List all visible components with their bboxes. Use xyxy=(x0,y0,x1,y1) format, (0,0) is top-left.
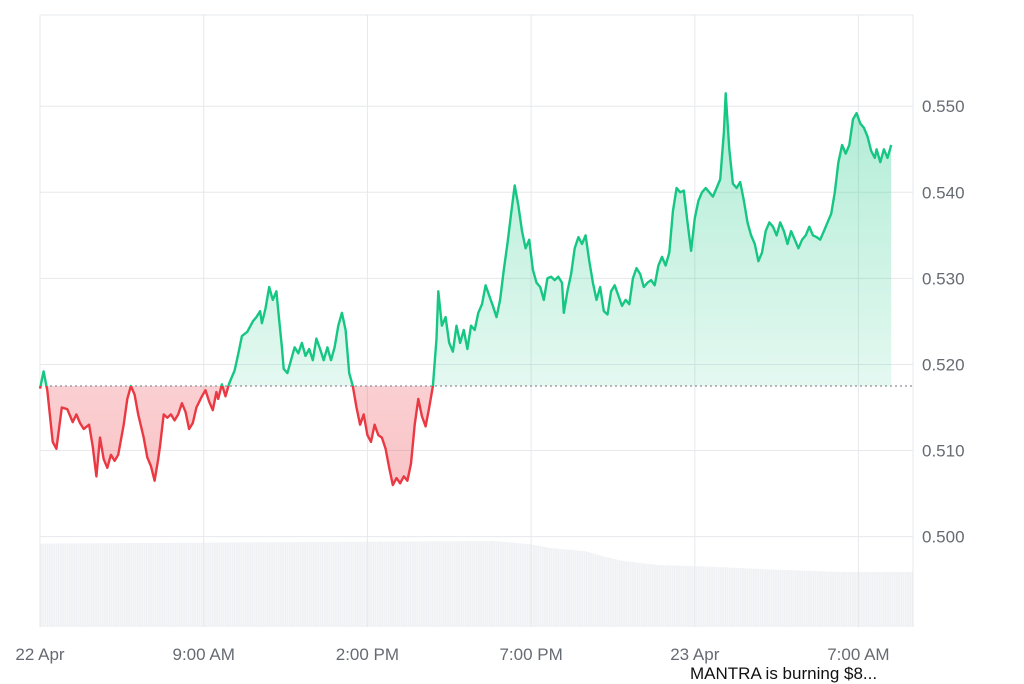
price-line-below xyxy=(38,386,435,487)
y-tick-label: 0.540 xyxy=(922,183,965,202)
price-fill-above xyxy=(40,93,892,386)
x-tick-label: 22 Apr xyxy=(15,645,64,664)
volume-area xyxy=(39,541,913,627)
price-line xyxy=(38,92,893,487)
volume-shape xyxy=(40,541,913,627)
y-tick-label: 0.500 xyxy=(922,528,965,547)
price-fill xyxy=(40,93,892,485)
y-tick-label: 0.530 xyxy=(922,269,965,288)
y-tick-label: 0.520 xyxy=(922,356,965,375)
price-fill-below xyxy=(40,386,892,485)
y-axis-ticks: 0.500 0.510 0.520 0.530 0.540 0.550 xyxy=(922,97,965,546)
x-axis-ticks: 22 Apr 9:00 AM 2:00 PM 7:00 PM 23 Apr 7:00 AM xyxy=(15,645,889,664)
news-caption[interactable]: MANTRA is burning $8... xyxy=(690,664,878,683)
x-tick-label: 2:00 PM xyxy=(336,645,399,664)
x-tick-label: 7:00 PM xyxy=(499,645,562,664)
x-tick-label: 7:00 AM xyxy=(827,645,889,664)
x-tick-label: 9:00 AM xyxy=(173,645,235,664)
grid xyxy=(39,14,914,627)
y-tick-label: 0.510 xyxy=(922,442,965,461)
price-line-above xyxy=(39,92,893,386)
x-tick-label: 23 Apr xyxy=(670,645,719,664)
y-tick-label: 0.550 xyxy=(922,97,965,116)
